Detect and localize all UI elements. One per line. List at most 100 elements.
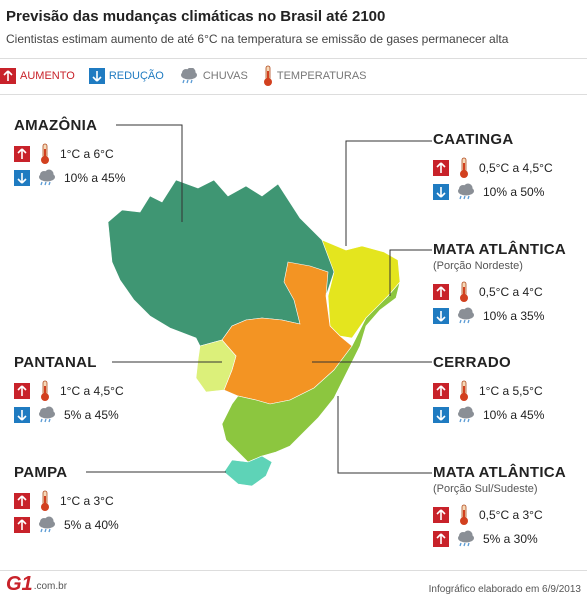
legend: AUMENTO REDUÇÃO CHUVAS TEMPERATURAS [0, 65, 381, 87]
region-name: AMAZÔNIA [14, 117, 98, 134]
temperature-value: 0,5°C a 3°C [479, 508, 543, 522]
rain-row: 5% a 45% [14, 403, 124, 427]
thermometer-icon [460, 504, 468, 525]
rain-cloud-icon [458, 530, 474, 547]
legend-rain: CHUVAS [178, 68, 248, 84]
temperature-value: 0,5°C a 4°C [479, 285, 543, 299]
rain-value: 10% a 45% [483, 408, 545, 422]
temperature-row: 1°C a 5,5°C [433, 379, 544, 403]
logo-text: G1 [6, 573, 33, 595]
temperature-row: 0,5°C a 4°C [433, 280, 566, 304]
rain-cloud-icon [39, 406, 55, 423]
arrow-up-icon [433, 383, 449, 399]
thermometer-icon [41, 143, 49, 164]
rain-value: 5% a 30% [483, 532, 538, 546]
arrow-up-icon [14, 146, 30, 162]
region-subtitle: (Porção Nordeste) [433, 260, 523, 272]
rain-row: 10% a 50% [433, 180, 553, 204]
connector-mata-ne [389, 249, 432, 296]
thermometer-icon [460, 281, 468, 302]
arrow-up-icon [433, 284, 449, 300]
map-amazonia [107, 179, 347, 347]
map-pampa [223, 455, 273, 487]
arrow-down-icon [14, 170, 30, 186]
rain-cloud-icon [39, 169, 55, 186]
rain-cloud-icon [458, 183, 474, 200]
rain-row: 5% a 30% [433, 527, 566, 551]
rain-row: 5% a 40% [14, 513, 119, 537]
region-mata-atlantica-nordeste: MATA ATLÂNTICA (Porção Nordeste) 0,5°C a… [433, 241, 566, 328]
map-mata-atlantica [221, 281, 401, 463]
rain-row: 10% a 45% [14, 166, 125, 190]
arrow-up-icon [14, 383, 30, 399]
page-title: Previsão das mudanças climáticas no Bras… [6, 8, 386, 25]
connector-caatinga [345, 140, 432, 246]
arrow-up-icon [14, 493, 30, 509]
temperature-row: 1°C a 3°C [14, 489, 119, 513]
region-cerrado: CERRADO 1°C a 5,5°C 10% a 45% [433, 354, 544, 427]
rain-cloud-icon [458, 406, 474, 423]
page-subtitle: Cientistas estimam aumento de até 6°C na… [6, 32, 509, 46]
connector-mata-ss [337, 396, 432, 474]
legend-decrease: REDUÇÃO [88, 68, 164, 84]
divider [0, 570, 587, 571]
rain-cloud-icon [458, 307, 474, 324]
temperature-row: 1°C a 4,5°C [14, 379, 124, 403]
region-pantanal: PANTANAL 1°C a 4,5°C 5% a 45% [14, 354, 124, 427]
connector-lines [86, 124, 432, 474]
legend-increase-label: AUMENTO [20, 70, 75, 82]
rain-row: 10% a 35% [433, 304, 566, 328]
rain-cloud-icon [39, 516, 55, 533]
region-name: MATA ATLÂNTICA [433, 241, 567, 258]
region-name: PANTANAL [14, 354, 97, 371]
temperature-value: 1°C a 3°C [60, 494, 114, 508]
rain-row: 10% a 45% [433, 403, 544, 427]
arrow-up-icon [0, 68, 16, 84]
region-name: MATA ATLÂNTICA [433, 464, 567, 481]
rain-value: 10% a 50% [483, 185, 545, 199]
temperature-row: 0,5°C a 3°C [433, 503, 566, 527]
region-caatinga: CAATINGA 0,5°C a 4,5°C 10% a 50% [433, 131, 553, 204]
arrow-up-icon [14, 517, 30, 533]
region-pampa: PAMPA 1°C a 3°C 5% a 40% [14, 464, 119, 537]
thermometer-icon [460, 157, 468, 178]
thermometer-icon [41, 380, 49, 401]
arrow-down-icon [14, 407, 30, 423]
rain-cloud-icon [180, 68, 197, 84]
temperature-row: 0,5°C a 4,5°C [433, 156, 553, 180]
temperature-value: 0,5°C a 4,5°C [479, 161, 553, 175]
arrow-down-icon [88, 68, 105, 84]
temperature-value: 1°C a 5,5°C [479, 384, 543, 398]
thermometer-icon [460, 380, 468, 401]
connector-amazonia [116, 124, 183, 222]
divider [0, 58, 587, 59]
region-subtitle: (Porção Sul/Sudeste) [433, 483, 538, 495]
temperature-row: 1°C a 6°C [14, 142, 125, 166]
arrow-down-icon [433, 308, 449, 324]
temperature-value: 1°C a 6°C [60, 147, 114, 161]
rain-value: 10% a 35% [483, 309, 545, 323]
g1-logo[interactable]: G1 .com.br [6, 574, 67, 594]
arrow-up-icon [433, 507, 449, 523]
legend-decrease-label: REDUÇÃO [108, 70, 164, 82]
arrow-up-icon [433, 160, 449, 176]
map-caatinga [321, 239, 401, 339]
thermometer-icon [263, 65, 272, 86]
thermometer-icon [41, 490, 49, 511]
divider [0, 94, 587, 95]
rain-value: 5% a 45% [64, 408, 119, 422]
region-amazonia: AMAZÔNIA 1°C a 6°C 10% a 45% [14, 117, 125, 190]
region-name: CAATINGA [433, 131, 514, 148]
arrow-up-icon [433, 531, 449, 547]
credit-text: Infográfico elaborado em 6/9/2013 [428, 584, 581, 595]
legend-increase: AUMENTO [0, 68, 75, 84]
map-pantanal [195, 339, 237, 393]
legend-temperature-label: TEMPERATURAS [276, 70, 367, 82]
logo-domain: .com.br [33, 581, 68, 592]
temperature-value: 1°C a 4,5°C [60, 384, 124, 398]
rain-value: 10% a 45% [64, 171, 126, 185]
legend-temperature: TEMPERATURAS [262, 65, 367, 87]
rain-value: 5% a 40% [64, 518, 119, 532]
arrow-down-icon [433, 407, 449, 423]
